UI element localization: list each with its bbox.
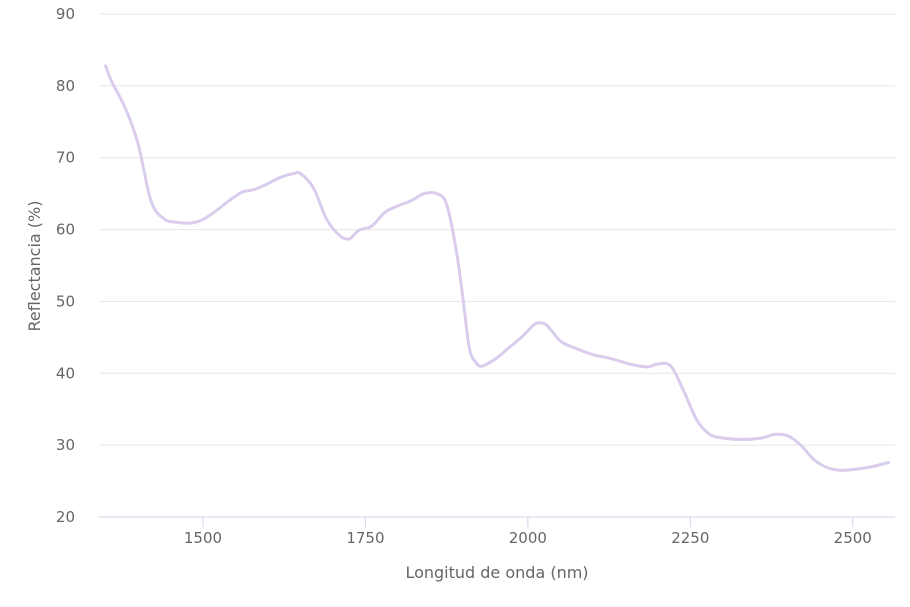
y-tick-label: 30 [56, 436, 75, 454]
x-tick-label: 2500 [834, 529, 872, 547]
y-tick-label: 80 [56, 77, 75, 95]
x-tick-label: 2000 [509, 529, 547, 547]
y-tick-label: 20 [56, 508, 75, 526]
y-tick-label: 90 [56, 5, 75, 23]
y-axis-title: Reflectancia (%) [25, 201, 44, 332]
x-tick-label: 1500 [184, 529, 222, 547]
x-tick-label: 2250 [671, 529, 709, 547]
y-tick-label: 60 [56, 221, 75, 239]
x-axis-title: Longitud de onda (nm) [405, 563, 588, 582]
y-tick-label: 50 [56, 292, 75, 310]
y-tick-label: 70 [56, 149, 75, 167]
x-tick-labels: 1500 1750 2000 2250 2500 [184, 529, 872, 547]
y-tick-label: 40 [56, 364, 75, 382]
y-tick-labels: 20 30 40 50 60 70 80 90 [56, 5, 75, 526]
x-axis [99, 516, 895, 527]
x-tick-label: 1750 [346, 529, 384, 547]
grid-lines [99, 13, 895, 446]
reflectance-series-line [104, 64, 890, 472]
series-layer [104, 64, 890, 472]
